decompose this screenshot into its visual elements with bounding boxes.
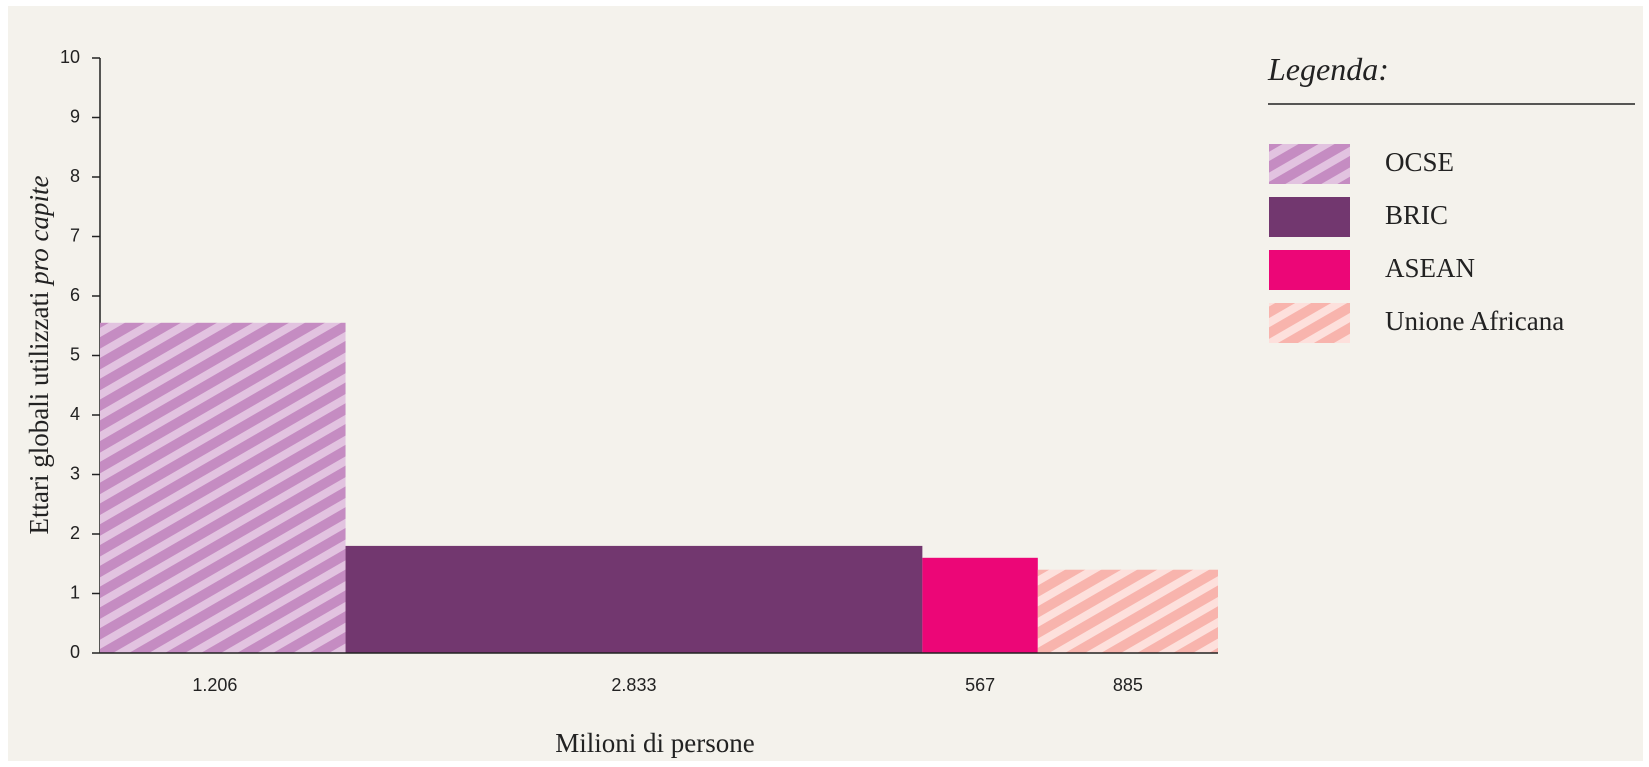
legend-label: ASEAN (1385, 253, 1475, 283)
legend-swatch (1269, 250, 1350, 290)
x-tick-label: 1.206 (192, 675, 237, 695)
x-tick-label: 885 (1113, 675, 1143, 695)
y-tick-label: 9 (70, 106, 80, 126)
legend-swatch (1269, 303, 1350, 343)
y-axis-label-text: Ettari globali utilizzati (24, 292, 54, 535)
y-tick-label: 10 (60, 47, 80, 67)
legend-label: OCSE (1385, 147, 1454, 177)
bar (1037, 569, 1218, 653)
y-tick-label: 4 (70, 404, 80, 424)
bar (345, 545, 923, 653)
legend-title: Legenda: (1267, 51, 1389, 87)
legend-label: BRIC (1385, 200, 1448, 230)
bar (100, 322, 346, 653)
legend-swatch (1269, 197, 1350, 237)
y-tick-label: 8 (70, 166, 80, 186)
y-tick-label: 3 (70, 463, 80, 483)
y-tick-label: 6 (70, 285, 80, 305)
legend-swatch (1269, 144, 1350, 184)
y-tick-label: 2 (70, 523, 80, 543)
y-tick-label: 0 (70, 642, 80, 662)
y-axis-label: Ettari globali utilizzati pro capite (24, 176, 54, 535)
bar (922, 557, 1038, 653)
legend-label: Unione Africana (1385, 306, 1564, 336)
y-tick-label: 5 (70, 344, 80, 364)
x-tick-label: 2.833 (611, 675, 656, 695)
y-tick-label: 7 (70, 225, 80, 245)
y-axis-label-italic: pro capite (24, 176, 54, 287)
x-tick-label: 567 (965, 675, 995, 695)
y-tick-label: 1 (70, 582, 80, 602)
x-axis-label: Milioni di persone (555, 728, 754, 758)
